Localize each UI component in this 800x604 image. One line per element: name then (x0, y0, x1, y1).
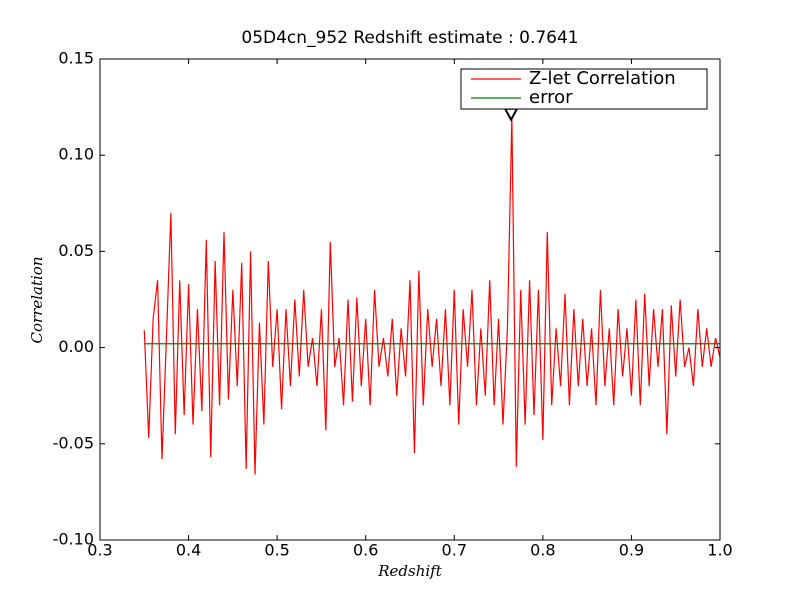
x-tick-label: 0.4 (176, 541, 201, 560)
x-tick-label: 0.3 (87, 541, 112, 560)
legend-label: error (529, 87, 573, 108)
x-axis-label: Redshift (377, 562, 442, 580)
y-tick-label: 0.10 (58, 145, 94, 164)
y-tick-label: 0.15 (58, 49, 94, 68)
x-tick-label: 1.0 (707, 541, 732, 560)
legend-label: Z-let Correlation (529, 68, 676, 89)
data-line (143, 116, 721, 475)
x-tick-label: 0.9 (619, 541, 644, 560)
y-tick-label: 0.00 (58, 337, 94, 356)
y-tick-label: 0.05 (58, 241, 94, 260)
x-tick-label: 0.5 (264, 541, 289, 560)
legend-box (460, 68, 708, 110)
y-axis-label: Correlation (28, 257, 46, 344)
chart-title: 05D4cn_952 Redshift estimate : 0.7641 (241, 28, 578, 48)
y-tick-label: -0.05 (53, 433, 94, 452)
y-tick-label: -0.10 (53, 530, 94, 549)
x-tick-label: 0.6 (353, 541, 378, 560)
x-tick-label: 0.7 (442, 541, 467, 560)
x-tick-label: 0.8 (530, 541, 555, 560)
plot-frame (99, 58, 721, 541)
